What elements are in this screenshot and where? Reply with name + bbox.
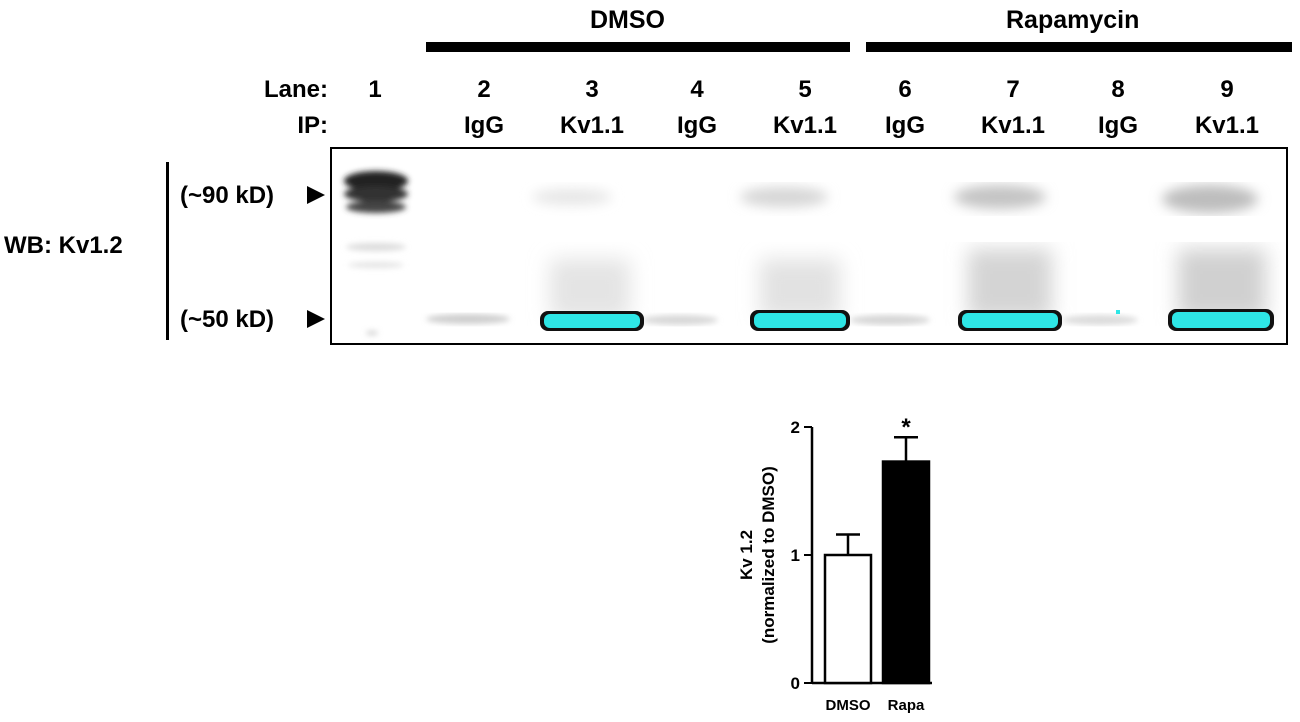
lane-number: 3 xyxy=(585,76,599,103)
ip-label: IgG xyxy=(677,112,717,139)
ip-row-label: IP: xyxy=(297,112,328,139)
ip-label: Kv1.1 xyxy=(980,112,1046,139)
ip-label: Kv1.1 xyxy=(1194,112,1260,139)
bar-dmso xyxy=(823,553,873,685)
x-tick-label: Rapa xyxy=(888,697,925,714)
lane-number: 8 xyxy=(1111,76,1125,103)
ip-label: IgG xyxy=(885,112,925,139)
saturated-bands xyxy=(540,309,1274,331)
wb-bracket xyxy=(166,162,169,340)
lane-row-label: Lane: xyxy=(263,76,328,103)
ladder-bands xyxy=(344,171,408,335)
lane-number: 1 xyxy=(368,76,382,103)
lane-number: 6 xyxy=(898,76,912,103)
ip-label: IgG xyxy=(1098,112,1138,139)
lane-number: 5 xyxy=(798,76,812,103)
y-axis-label-unit: (normalized to DMSO) xyxy=(759,466,778,644)
group-bar-dmso xyxy=(426,42,850,52)
y-tick-label: 0 xyxy=(791,674,800,693)
ip-label: Kv1.1 xyxy=(772,112,838,139)
marker-90kd-label: (~90 kD) xyxy=(180,182,275,209)
ip-label: Kv1.1 xyxy=(559,112,625,139)
arrowhead-right-icon xyxy=(307,186,325,204)
wb-label: WB: Kv1.2 xyxy=(4,232,123,259)
group-bar-rapamycin xyxy=(866,42,1292,52)
lane-number: 7 xyxy=(1006,76,1020,103)
arrowhead-right-icon xyxy=(307,310,325,328)
western-blot-image xyxy=(330,147,1288,345)
group-label-rapamycin: Rapamycin xyxy=(1006,6,1140,34)
lane-number: 2 xyxy=(477,76,491,103)
group-label-dmso: DMSO xyxy=(590,6,665,34)
lane-number: 4 xyxy=(690,76,704,103)
y-tick-label: 2 xyxy=(791,418,800,437)
ip-label: IgG xyxy=(464,112,504,139)
x-tick-label: DMSO xyxy=(826,697,871,714)
marker-50kd-label: (~50 kD) xyxy=(180,306,275,333)
y-axis-label: Kv 1.2 xyxy=(737,530,756,580)
significance-marker: * xyxy=(901,414,911,441)
bar-rapa xyxy=(881,460,931,685)
lane-number: 9 xyxy=(1220,76,1234,103)
y-tick-label: 1 xyxy=(791,546,800,565)
